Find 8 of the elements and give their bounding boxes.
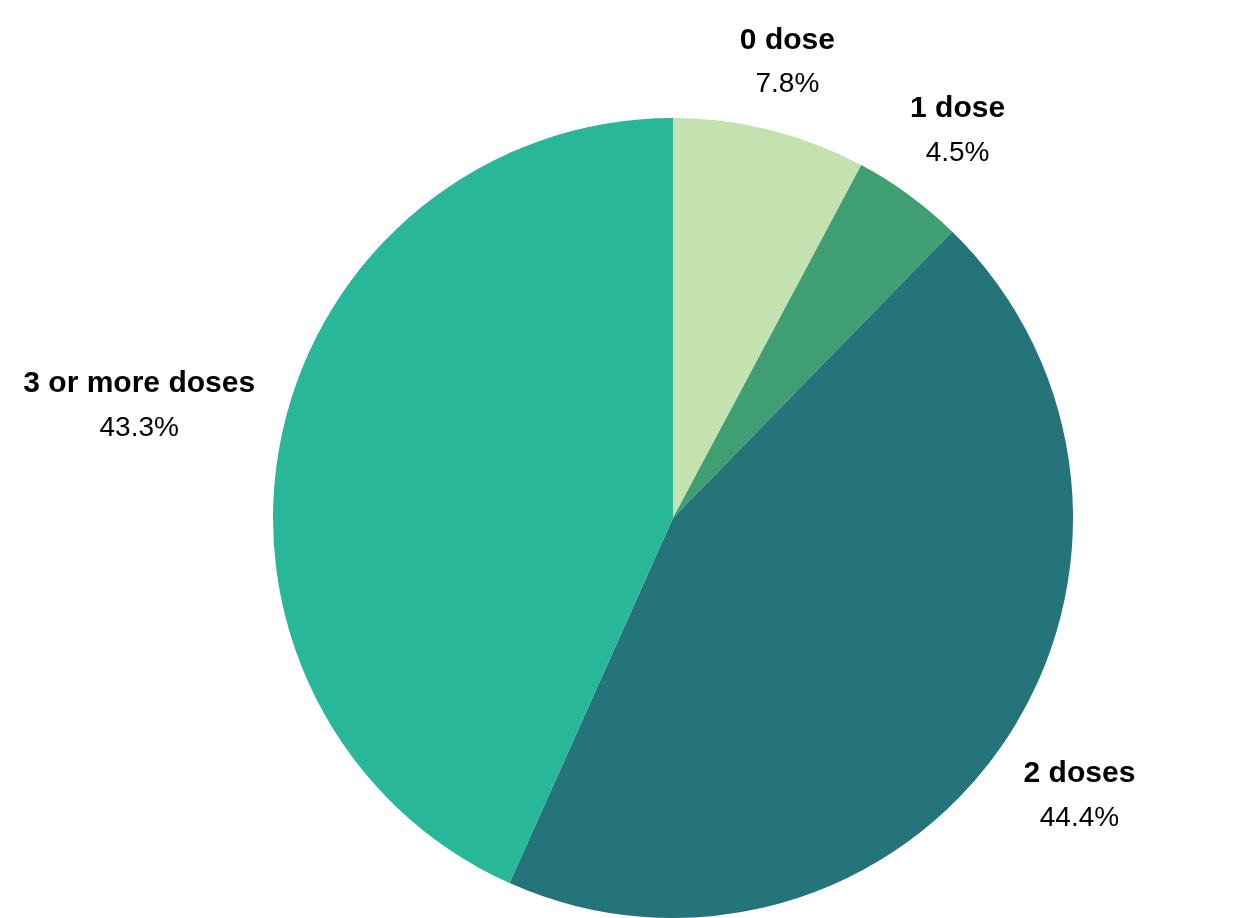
data-label: 44.4% <box>1039 800 1120 832</box>
slice-label: 2 doses <box>1023 755 1136 789</box>
data-label: 4.5% <box>925 135 990 167</box>
slice-label: 1 dose <box>910 90 1006 124</box>
slice-label: 0 dose <box>739 21 835 55</box>
data-label: 7.8% <box>755 67 820 99</box>
slice-label: 3 or more doses <box>23 365 256 399</box>
data-label: 43.3% <box>99 410 179 442</box>
